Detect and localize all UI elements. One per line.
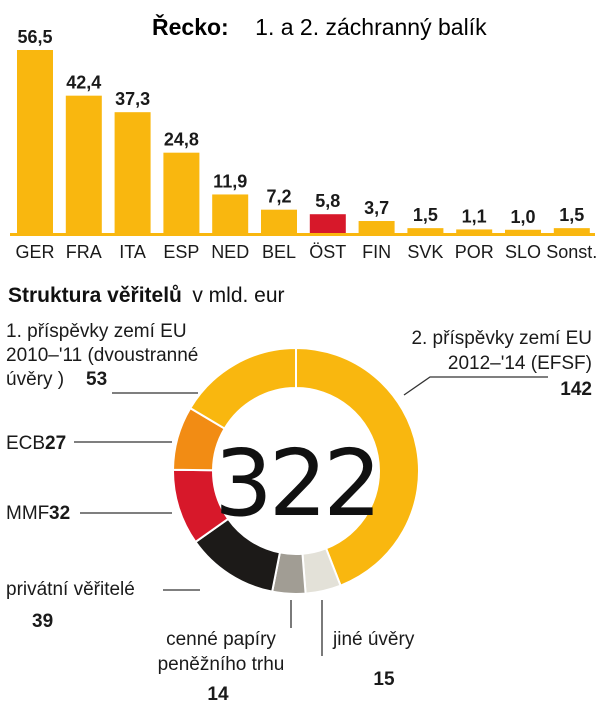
bar-esp	[163, 152, 200, 233]
bar-baseline	[10, 233, 595, 236]
label-imf-name: MMF	[6, 503, 49, 524]
bar-category-label: GER	[15, 242, 54, 262]
donut-chart-title-text: v mld. eur	[192, 284, 284, 307]
label-private-name: privátní věřitelé	[6, 579, 135, 600]
bar-category-label: ESP	[163, 242, 199, 262]
bar-bel	[261, 209, 297, 233]
bar-fra	[65, 95, 102, 233]
bar-chart: 56,5 GER 42,4 FRA 37,3 ITA 24,8 ESP 11,9 NED 7,2 BE…	[10, 27, 597, 262]
label-bilateral-line-2: 2010–'11 (dvoustranné	[6, 345, 198, 366]
bar-value-label: 3,7	[364, 198, 389, 218]
donut-chart-title-bold: Struktura věřitelů	[8, 284, 182, 307]
label-bilateral-line-1: 1. příspěvky zemí EU	[6, 321, 187, 342]
bar-value-label: 11,9	[213, 171, 247, 191]
label-private-value: 39	[32, 611, 53, 632]
bar-value-label: 1,1	[462, 206, 487, 226]
bar-value-label: 37,3	[115, 89, 150, 109]
label-money-market-line-1: cenné papíry	[166, 629, 276, 650]
bar-value-label: 1,5	[559, 205, 584, 225]
donut-labels: 2. příspěvky zemí EU 2012–'14 (EFSF) 142 1.…	[6, 321, 592, 705]
bar-value-label: 5,8	[315, 191, 340, 211]
bar-category-label: FRA	[66, 242, 102, 262]
bar-value-label: 42,4	[66, 73, 101, 93]
bar-category-label: POR	[455, 242, 494, 262]
label-imf-value: 32	[49, 503, 70, 524]
bar-ned	[212, 194, 249, 233]
bar-svk	[407, 228, 444, 233]
bar-value-label: 1,5	[413, 205, 438, 225]
label-money-market-line-2: peněžního trhu	[158, 654, 285, 675]
bar-category-label: ÖST	[309, 242, 346, 262]
bar-value-label: 24,8	[164, 130, 199, 150]
bar-category-label: BEL	[262, 242, 296, 262]
donut-slice-0	[295, 346, 420, 587]
bar-st	[309, 214, 346, 233]
bar-category-label: FIN	[362, 242, 391, 262]
label-bilateral-value: 53	[86, 369, 107, 390]
bar-category-label: ITA	[119, 242, 146, 262]
label-bilateral-line-3: úvěry )	[6, 369, 64, 390]
label-efsf-line-1: 2. příspěvky zemí EU	[411, 328, 592, 349]
bar-sonst	[553, 228, 590, 233]
bar-por	[456, 229, 493, 233]
bar-ita	[114, 112, 151, 233]
label-efsf-value: 142	[560, 379, 592, 400]
label-money-market-value: 14	[207, 684, 229, 705]
label-ecb-name: ECB	[6, 433, 45, 454]
donut-slice-6	[188, 346, 297, 430]
donut-chart-title: Struktura věřitelů v mld. eur	[8, 284, 285, 307]
label-other-loans-value: 15	[373, 669, 395, 690]
label-other-loans-name: jiné úvěry	[332, 629, 415, 650]
bar-chart-title-bold: Řecko:	[152, 13, 229, 40]
bar-value-label: 56,5	[17, 27, 52, 47]
bar-category-label: Sonst.	[546, 242, 597, 262]
bar-fin	[358, 221, 395, 233]
bar-category-label: SLO	[505, 242, 541, 262]
leader-efsf	[403, 376, 548, 396]
bar-value-label: 7,2	[266, 187, 291, 207]
bar-category-label: SVK	[407, 242, 443, 262]
bar-ger	[17, 50, 53, 233]
label-ecb-value: 27	[45, 433, 66, 454]
bar-chart-title: Řecko: 1. a 2. záchranný balík	[152, 13, 487, 40]
label-efsf-line-2: 2012–'14 (EFSF)	[448, 353, 592, 374]
donut-chart	[171, 346, 420, 595]
bar-value-label: 1,0	[510, 207, 535, 227]
bar-slo	[505, 229, 541, 233]
donut-total: 322	[214, 430, 378, 537]
bar-category-label: NED	[211, 242, 249, 262]
bar-chart-title-text: 1. a 2. záchranný balík	[255, 14, 487, 40]
